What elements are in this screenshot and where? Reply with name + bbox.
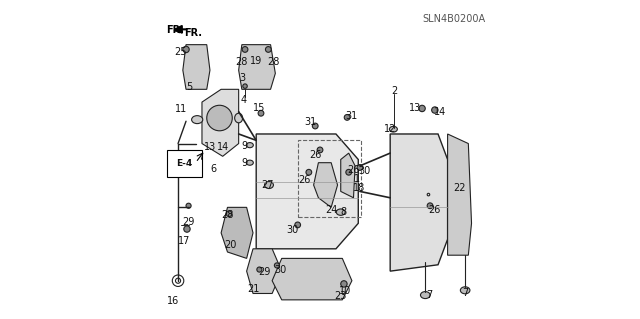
Ellipse shape — [389, 126, 397, 132]
Circle shape — [242, 47, 248, 52]
Text: 5: 5 — [186, 82, 193, 92]
Text: 2: 2 — [391, 86, 397, 96]
Text: 30: 30 — [358, 166, 370, 176]
Circle shape — [419, 105, 425, 112]
Ellipse shape — [460, 287, 470, 294]
Text: 28: 28 — [268, 57, 280, 67]
Text: 3: 3 — [239, 72, 245, 83]
Text: 20: 20 — [225, 240, 237, 250]
Circle shape — [306, 169, 312, 175]
Polygon shape — [256, 134, 358, 249]
Circle shape — [317, 147, 323, 153]
Circle shape — [427, 203, 433, 209]
Text: 9: 9 — [241, 158, 248, 168]
Text: 13: 13 — [204, 142, 216, 152]
Text: 28: 28 — [236, 57, 248, 67]
Text: 21: 21 — [247, 284, 259, 294]
Bar — [298, 140, 362, 217]
Circle shape — [186, 203, 191, 208]
Text: 28: 28 — [221, 210, 234, 220]
Text: 14: 14 — [216, 142, 229, 152]
Text: 31: 31 — [304, 117, 317, 127]
Text: 31: 31 — [346, 111, 358, 121]
Text: 6: 6 — [210, 164, 216, 174]
Text: SLN4B0200A: SLN4B0200A — [422, 14, 485, 24]
Circle shape — [344, 115, 350, 120]
Text: 27: 27 — [261, 180, 274, 190]
Circle shape — [257, 267, 262, 272]
Polygon shape — [314, 163, 337, 207]
Text: 13: 13 — [408, 103, 421, 114]
Text: 30: 30 — [274, 264, 286, 275]
Text: 14: 14 — [433, 107, 445, 117]
Ellipse shape — [191, 116, 203, 124]
Polygon shape — [202, 89, 239, 156]
Polygon shape — [272, 258, 352, 300]
Circle shape — [226, 211, 232, 217]
Circle shape — [295, 222, 301, 228]
Text: 19: 19 — [250, 56, 262, 66]
Text: 8: 8 — [340, 207, 346, 217]
Text: 25: 25 — [174, 47, 187, 57]
Polygon shape — [221, 207, 253, 258]
Text: 16: 16 — [167, 296, 179, 306]
Text: 1: 1 — [354, 174, 360, 184]
Text: 23: 23 — [335, 291, 347, 301]
Polygon shape — [340, 153, 355, 198]
Text: 7: 7 — [426, 290, 433, 300]
Circle shape — [431, 107, 438, 113]
Text: 24: 24 — [325, 204, 337, 215]
Text: E-4: E-4 — [176, 159, 193, 168]
Text: 17: 17 — [178, 236, 190, 246]
Text: 11: 11 — [175, 104, 188, 114]
Text: 30: 30 — [287, 225, 299, 235]
Text: 12: 12 — [384, 123, 396, 134]
Polygon shape — [239, 45, 275, 89]
Ellipse shape — [420, 292, 430, 299]
Text: 18: 18 — [353, 183, 365, 193]
Circle shape — [312, 123, 318, 129]
Ellipse shape — [246, 160, 253, 165]
Text: 26: 26 — [429, 205, 441, 215]
Circle shape — [266, 47, 271, 52]
Text: 9: 9 — [241, 141, 248, 151]
Polygon shape — [447, 134, 472, 255]
Polygon shape — [246, 249, 282, 293]
Text: 7: 7 — [462, 288, 468, 298]
Text: FR.: FR. — [184, 27, 202, 38]
Ellipse shape — [264, 182, 273, 189]
Text: 26: 26 — [298, 175, 311, 185]
Polygon shape — [390, 134, 447, 271]
Text: 26: 26 — [310, 150, 322, 160]
Circle shape — [258, 110, 264, 116]
Ellipse shape — [336, 209, 345, 215]
Text: 22: 22 — [454, 183, 466, 193]
Ellipse shape — [246, 143, 253, 148]
Text: FR.: FR. — [166, 25, 184, 35]
Text: 29: 29 — [259, 267, 271, 277]
Text: 10: 10 — [339, 286, 351, 296]
Text: 15: 15 — [253, 103, 266, 114]
Circle shape — [243, 84, 247, 88]
Circle shape — [275, 263, 280, 268]
Circle shape — [184, 226, 190, 232]
Polygon shape — [183, 45, 210, 89]
Circle shape — [340, 281, 347, 287]
Text: 4: 4 — [241, 95, 246, 106]
Circle shape — [357, 165, 363, 170]
Circle shape — [346, 169, 351, 175]
Circle shape — [207, 105, 232, 131]
Ellipse shape — [235, 113, 243, 123]
Text: 29: 29 — [182, 217, 195, 227]
Text: 26: 26 — [348, 165, 360, 175]
Circle shape — [183, 46, 189, 53]
